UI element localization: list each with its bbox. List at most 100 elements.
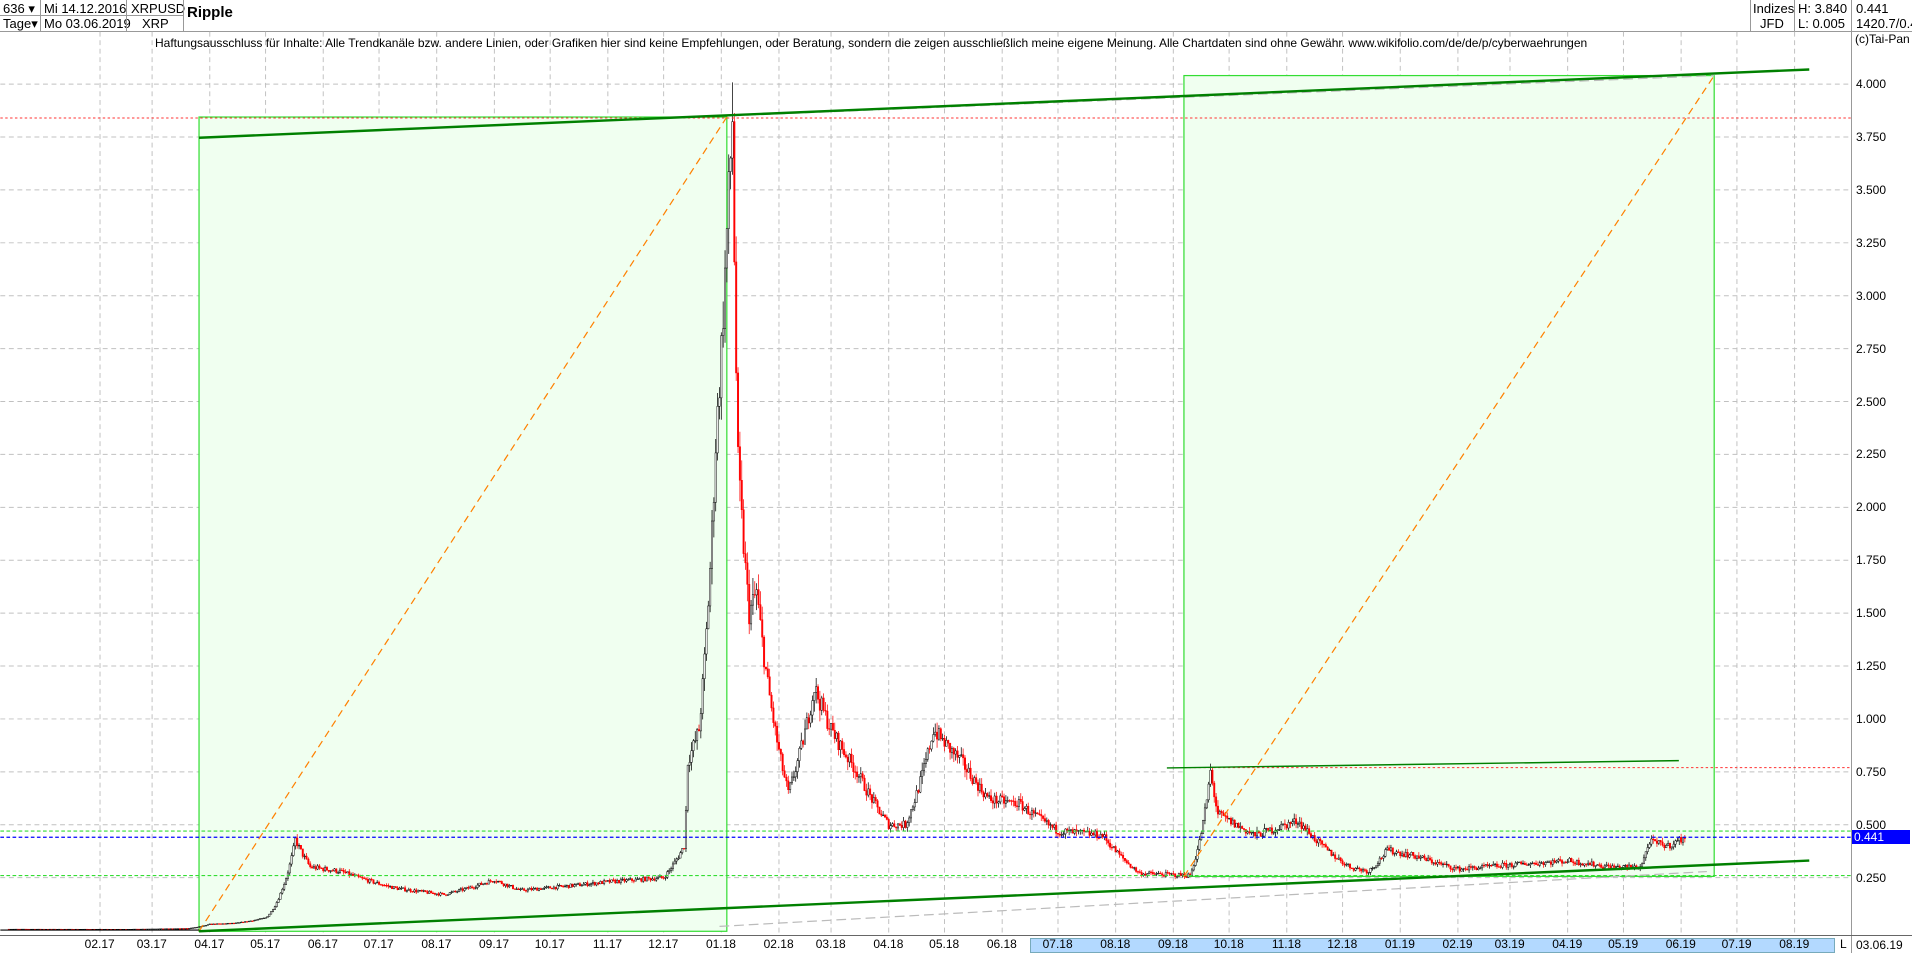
- candle-up: [1112, 846, 1115, 849]
- candle-down: [1179, 872, 1182, 876]
- candle-down: [1215, 796, 1218, 807]
- candle-up: [203, 925, 206, 927]
- x-tick-label: 04.18: [873, 937, 904, 951]
- candle-up: [642, 876, 645, 882]
- candle-up: [711, 520, 713, 569]
- candle-up: [902, 820, 905, 828]
- candle-down: [1313, 835, 1316, 842]
- candle-up: [924, 758, 927, 764]
- candle-down: [318, 865, 321, 869]
- candle-up: [1481, 864, 1484, 869]
- candle-up: [374, 882, 377, 884]
- candle-down: [971, 778, 974, 784]
- candle-down: [975, 777, 978, 783]
- axis-mode[interactable]: L: [1840, 937, 1847, 951]
- candle-down: [995, 795, 998, 804]
- candle-up: [1207, 783, 1210, 801]
- candle-up: [208, 923, 211, 925]
- date-to[interactable]: Mo 03.06.2019: [44, 16, 131, 31]
- candle-down: [1027, 805, 1030, 815]
- time-scrollbar[interactable]: [1030, 938, 1835, 953]
- candle-up: [1306, 828, 1309, 831]
- candle-down: [1168, 872, 1171, 875]
- candle-up: [1531, 862, 1534, 865]
- y-tick-label: 0.750: [1856, 764, 1887, 779]
- group: Indizes: [1753, 1, 1795, 16]
- candle-up: [701, 678, 704, 714]
- candle-up: [169, 928, 172, 930]
- candle-down: [245, 921, 248, 923]
- candle-up: [1282, 823, 1285, 825]
- candle-down: [366, 879, 369, 883]
- candle-up: [1356, 867, 1359, 869]
- candle-down: [348, 871, 351, 876]
- candle-down: [843, 749, 846, 756]
- candle-down: [1510, 863, 1513, 867]
- candle-up: [1170, 873, 1173, 875]
- candle-up: [1682, 837, 1684, 843]
- candle-up: [177, 928, 180, 930]
- candle-down: [578, 883, 581, 887]
- candle-down: [768, 676, 771, 696]
- candle-down: [1233, 819, 1236, 828]
- candle-down: [1150, 871, 1152, 873]
- candle-down: [947, 740, 950, 744]
- candle-up: [417, 890, 420, 893]
- candle-down: [1585, 863, 1588, 865]
- candle-down: [1559, 859, 1562, 861]
- candle-down: [567, 885, 570, 888]
- candle-up: [528, 888, 531, 890]
- date-from[interactable]: Mi 14.12.2016: [44, 1, 127, 16]
- extra-value: 1420.7/0.4: [1856, 16, 1912, 31]
- candle-down: [232, 922, 235, 925]
- candle-up: [575, 883, 578, 885]
- candle-up: [1034, 812, 1037, 814]
- time-axis[interactable]: 02.17 03.17 04.17 05.17 06.17 07.17 08.17 09.17…: [0, 935, 1912, 953]
- candle-down: [612, 879, 615, 881]
- candle-down: [1417, 855, 1420, 859]
- candle-down: [1363, 869, 1366, 871]
- candle-down: [387, 885, 390, 887]
- candle-up: [712, 502, 715, 522]
- candle-up: [1445, 863, 1448, 866]
- candle-up: [504, 883, 507, 886]
- last-value: 0.441: [1856, 1, 1889, 16]
- candle-up: [804, 728, 806, 745]
- candle-down: [1315, 840, 1318, 844]
- candle-up: [1177, 872, 1180, 877]
- candle-down: [1475, 867, 1478, 871]
- candle-down: [969, 767, 972, 779]
- candle-up: [973, 777, 976, 784]
- candle-up: [950, 748, 953, 753]
- candle-down: [1438, 862, 1441, 864]
- candle-up: [175, 928, 178, 930]
- candle-up: [1332, 854, 1335, 856]
- candle-down: [1014, 801, 1017, 807]
- candle-down: [1341, 860, 1344, 865]
- candle-up: [714, 452, 717, 503]
- candle-up: [487, 880, 490, 885]
- candle-up: [606, 880, 609, 882]
- candle-up: [316, 865, 319, 870]
- candle-up: [532, 888, 535, 891]
- candle-down: [1213, 782, 1216, 798]
- candle-down: [1520, 861, 1523, 864]
- candle-down: [1324, 844, 1327, 848]
- candle-down: [601, 881, 604, 884]
- candle-down: [1032, 810, 1035, 814]
- candle-up: [1555, 860, 1558, 863]
- bar-count-dropdown[interactable]: 636 ▾: [3, 1, 35, 16]
- candle-down: [1343, 863, 1346, 866]
- candle-up: [727, 171, 730, 229]
- candle-down: [1464, 868, 1467, 870]
- grey-dashed-line: [719, 870, 1707, 928]
- candle-down: [1430, 859, 1433, 864]
- period-dropdown[interactable]: Tage▾: [3, 16, 38, 31]
- candle-up: [716, 406, 719, 454]
- candle-down: [352, 873, 354, 876]
- candle-down: [1029, 813, 1032, 816]
- candle-down: [214, 923, 217, 925]
- candle-down: [309, 863, 312, 868]
- candle-up: [547, 886, 550, 888]
